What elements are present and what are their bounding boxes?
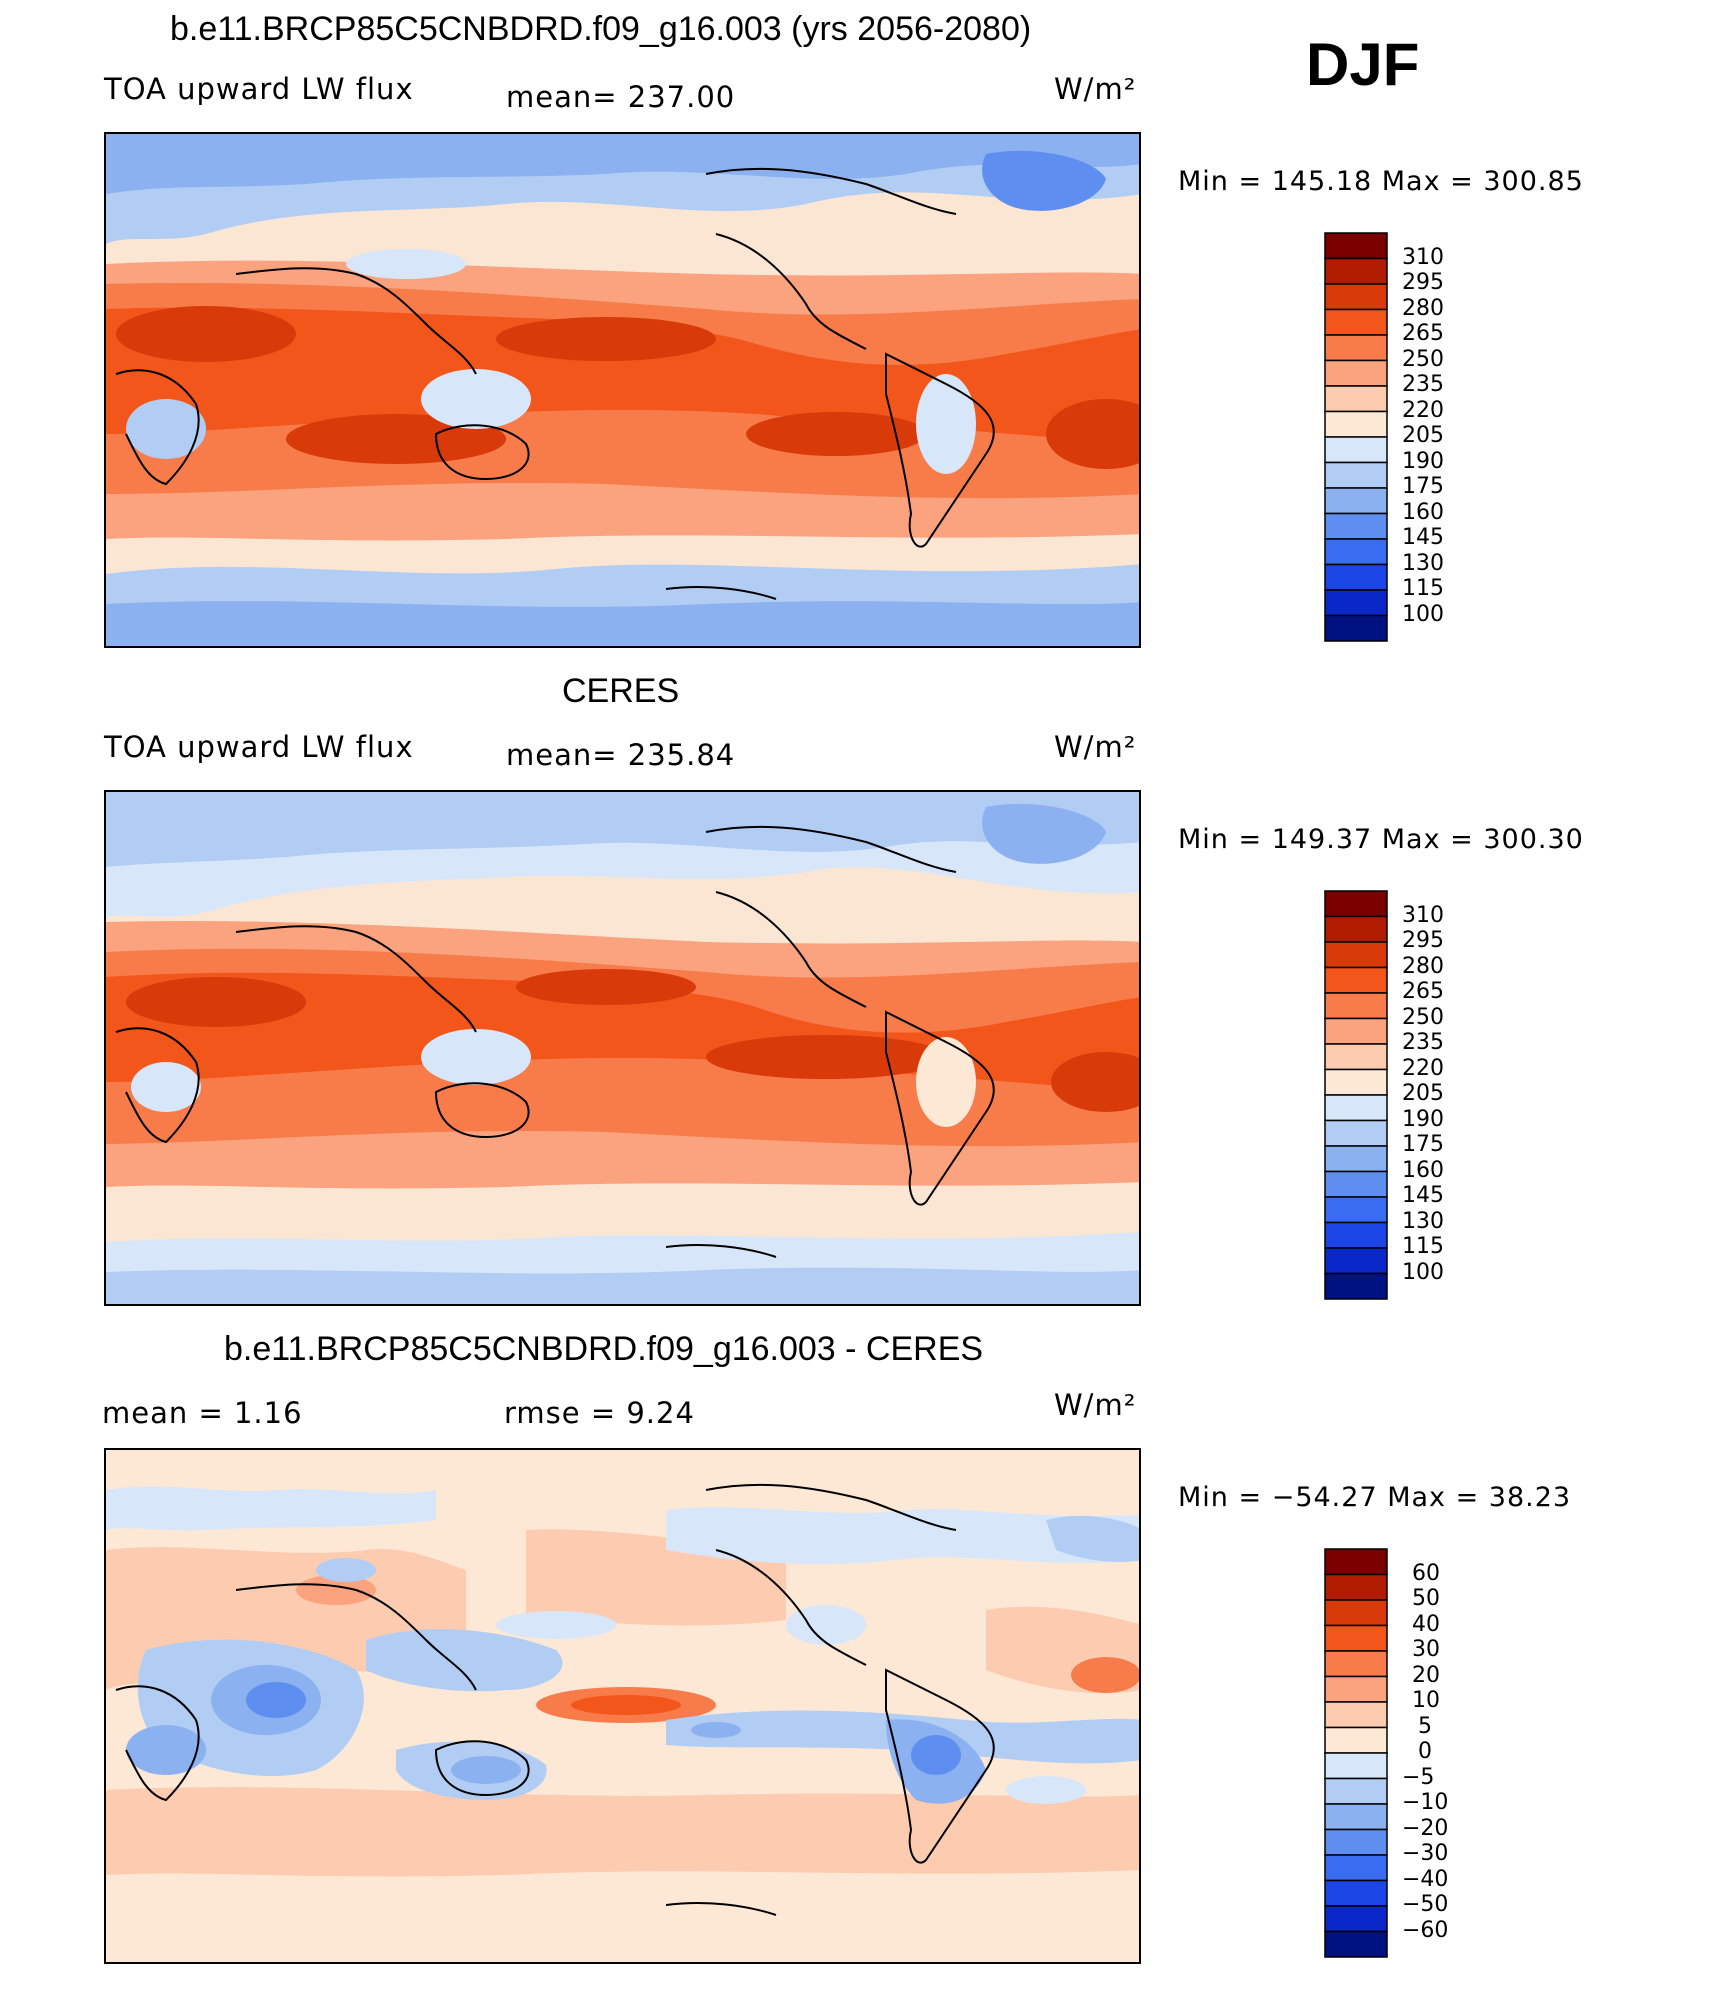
colorbar-label: 115 [1402,1234,1444,1259]
minmax-label: Min = 145.18 Max = 300.85 [1178,166,1584,197]
units-label: W/m² [1054,72,1137,106]
panel-title: CERES [562,672,680,710]
colorbar [1324,1548,1388,1963]
colorbar-label: 190 [1402,449,1444,474]
colorbar-label: 205 [1402,1081,1444,1106]
colorbar-label: 250 [1402,1005,1444,1030]
colorbar-label: 145 [1402,525,1444,550]
colorbar-label: 50 [1412,1586,1440,1611]
rmse-label: rmse = 9.24 [504,1396,695,1430]
colorbar-label: 145 [1402,1183,1444,1208]
colorbar-label: 280 [1402,954,1444,979]
colorbar-swatches [1324,232,1388,642]
minmax-label: Min = 149.37 Max = 300.30 [1178,824,1584,855]
colorbar-label: 10 [1412,1688,1440,1713]
colorbar-label: 220 [1402,1056,1444,1081]
colorbar-label: 265 [1402,979,1444,1004]
colorbar-swatches [1324,1548,1388,1958]
colorbar-label: −5 [1402,1765,1435,1790]
map-difference [104,1448,1141,1964]
colorbar [1324,232,1388,647]
minmax-label: Min = −54.27 Max = 38.23 [1178,1482,1572,1513]
colorbar-label: 100 [1402,1260,1444,1285]
colorbar-label: 160 [1402,500,1444,525]
colorbar-label: 40 [1412,1612,1440,1637]
colorbar-label: 0 [1418,1739,1432,1764]
colorbar-label: −20 [1402,1816,1449,1841]
colorbar-label: 280 [1402,296,1444,321]
mean-label: mean= 235.84 [506,738,736,772]
panel-title: b.e11.BRCP85C5CNBDRD.f09_g16.003 (yrs 20… [170,10,1032,48]
units-label: W/m² [1054,730,1137,764]
colorbar-label: 130 [1402,1209,1444,1234]
panel-title: b.e11.BRCP85C5CNBDRD.f09_g16.003 - CERES [224,1330,984,1368]
colorbar-label: 295 [1402,928,1444,953]
colorbar-label: 235 [1402,372,1444,397]
colorbar-label: 30 [1412,1637,1440,1662]
season-label: DJF [1306,31,1420,98]
colorbar-label: 115 [1402,576,1444,601]
colorbar-label: 220 [1402,398,1444,423]
colorbar-label: 235 [1402,1030,1444,1055]
colorbar-label: −40 [1402,1867,1449,1892]
colorbar-label: 160 [1402,1158,1444,1183]
units-label: W/m² [1054,1388,1137,1422]
colorbar-label: 130 [1402,551,1444,576]
colorbar-label: 310 [1402,903,1444,928]
colorbar-label: 265 [1402,321,1444,346]
mean-label: mean= 237.00 [506,80,736,114]
colorbar [1324,890,1388,1305]
colorbar-label: −50 [1402,1892,1449,1917]
colorbar-swatches [1324,890,1388,1300]
colorbar-label: 60 [1412,1561,1440,1586]
colorbar-label: 5 [1418,1714,1432,1739]
colorbar-label: 310 [1402,245,1444,270]
colorbar-label: 190 [1402,1107,1444,1132]
colorbar-label: 175 [1402,474,1444,499]
variable-label: TOA upward LW flux [104,72,414,106]
colorbar-label: −30 [1402,1841,1449,1866]
colorbar-label: −60 [1402,1918,1449,1943]
colorbar-label: −10 [1402,1790,1449,1815]
colorbar-label: 250 [1402,347,1444,372]
mean-label: mean = 1.16 [102,1396,303,1430]
colorbar-label: 205 [1402,423,1444,448]
colorbar-label: 20 [1412,1663,1440,1688]
map-model [104,132,1141,648]
colorbar-label: 295 [1402,270,1444,295]
colorbar-label: 100 [1402,602,1444,627]
colorbar-label: 175 [1402,1132,1444,1157]
map-obs [104,790,1141,1306]
variable-label: TOA upward LW flux [104,730,414,764]
